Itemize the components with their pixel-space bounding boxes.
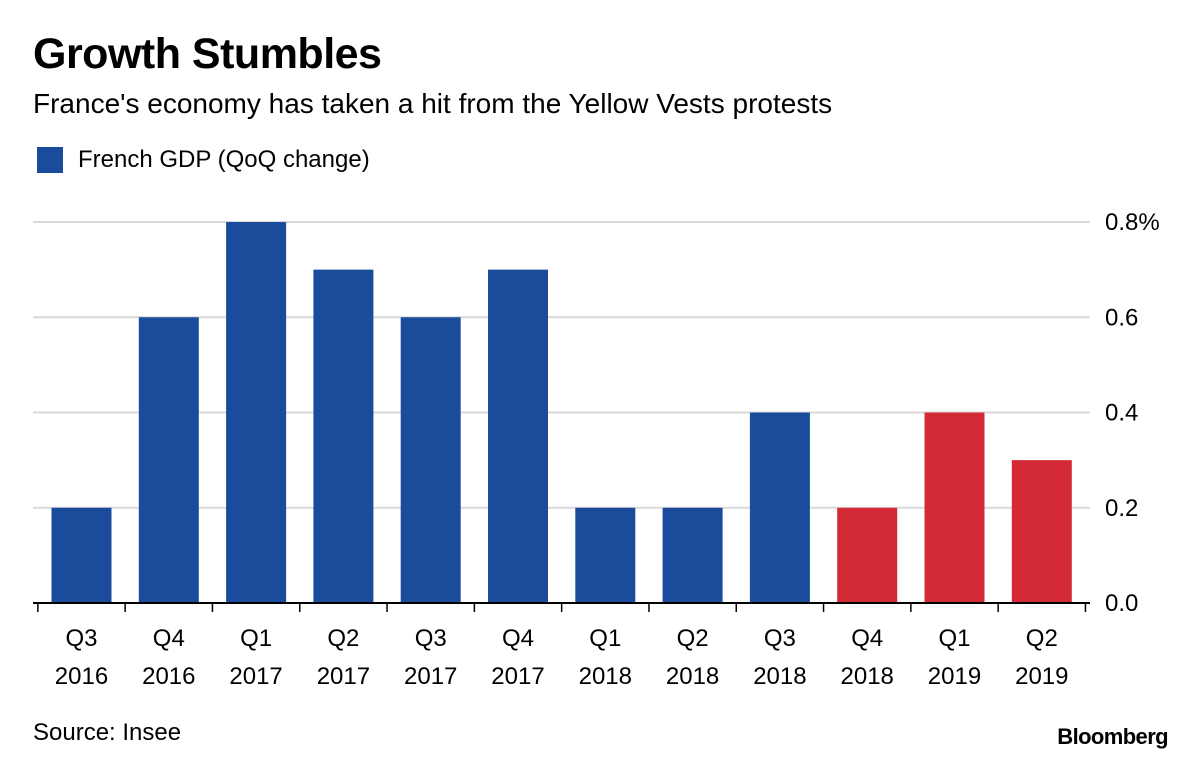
- y-tick-label: 0.4: [1105, 400, 1138, 427]
- chart-title: Growth Stumbles: [33, 30, 382, 78]
- bar: [313, 269, 374, 603]
- bar: [837, 507, 898, 603]
- x-tick-label: Q2 2018: [666, 625, 719, 690]
- x-tick-label: Q4 2018: [841, 625, 894, 690]
- x-tick-label: Q4 2016: [142, 625, 195, 690]
- x-tick-label: Q1 2019: [928, 625, 981, 690]
- bar: [749, 412, 810, 603]
- bars: [51, 222, 1072, 603]
- bar: [575, 507, 636, 603]
- x-tick-label: Q1 2018: [579, 625, 632, 690]
- bar: [400, 317, 461, 603]
- x-tick-label: Q2 2019: [1015, 625, 1068, 690]
- x-tick-label: Q3 2016: [55, 625, 108, 690]
- bar: [226, 222, 287, 603]
- legend-swatch: [37, 147, 63, 173]
- x-axis-labels: Q3 2016 Q4 2016 Q1 2017 Q2 2017 Q3 2017 Q4 2017 Q1 20…: [55, 625, 1069, 690]
- gridlines: [33, 221, 1090, 509]
- bar: [924, 412, 985, 603]
- y-tick-label: 0.2: [1105, 495, 1138, 522]
- bar: [488, 269, 548, 603]
- source-note: Source: Insee: [33, 719, 182, 746]
- x-tick-label: Q1 2017: [229, 625, 282, 690]
- bar: [1011, 460, 1072, 603]
- x-tick-label: Q3 2017: [404, 625, 457, 690]
- bloomberg-logo: Bloomberg: [1057, 724, 1168, 749]
- y-tick-label: 0.8%: [1105, 209, 1160, 236]
- x-tick-label: Q4 2017: [491, 625, 544, 690]
- bar: [138, 317, 199, 603]
- legend-label: French GDP (QoQ change): [78, 146, 370, 173]
- bar: [51, 507, 112, 603]
- x-tick-label: Q3 2018: [753, 625, 806, 690]
- bar: [662, 507, 723, 603]
- legend: French GDP (QoQ change): [37, 146, 370, 174]
- y-tick-label: 0.6: [1105, 304, 1138, 331]
- y-tick-label: 0.0: [1105, 590, 1138, 617]
- y-axis-labels: 0.8% 0.6 0.4 0.2 0.0: [1105, 209, 1160, 617]
- chart-subtitle: France's economy has taken a hit from th…: [33, 88, 833, 119]
- x-tick-label: Q2 2017: [317, 625, 370, 690]
- x-axis-ticks: [37, 603, 1087, 612]
